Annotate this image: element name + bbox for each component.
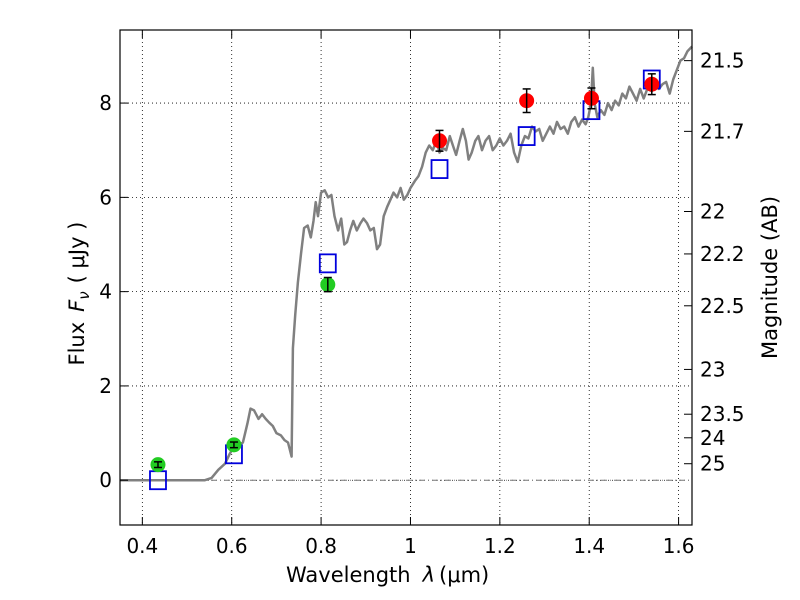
y-tick-label: 0 (99, 468, 112, 492)
y-tick-label: 2 (99, 374, 112, 398)
x-tick-label: 1.6 (663, 534, 695, 558)
model-photometry-square (517, 126, 536, 146)
y2-tick-label: 22.5 (700, 294, 745, 318)
grid-lines (120, 30, 692, 525)
y2-tick-label: 22.2 (700, 242, 745, 266)
y2-tick-label: 25 (700, 452, 725, 476)
x-tick-label: 1.4 (573, 534, 605, 558)
x-tick-label: 0.4 (126, 534, 158, 558)
model-photometry-square (430, 159, 449, 179)
plot-frame (119, 29, 693, 526)
y2-tick-label: 21.7 (700, 119, 745, 143)
data-markers (149, 69, 661, 491)
x-tick-label: 1.2 (484, 534, 516, 558)
y2-tick-label: 21.5 (700, 49, 745, 73)
model-spectrum-line (120, 45, 693, 482)
axis-ticks: 0.4 0.6 0.8 1 1.2 1.4 1.60246821.521.72222.222… (99, 30, 745, 558)
y-tick-label: 4 (99, 280, 112, 304)
y2-axis-label: Magnitude (AB) (758, 196, 782, 359)
y-tick-label: 6 (99, 185, 112, 209)
y2-tick-label: 24 (700, 426, 725, 450)
x-tick-label: 0.8 (305, 534, 337, 558)
x-axis-label: Wavelength λ (μm) (286, 563, 489, 587)
y2-tick-label: 22 (700, 200, 725, 224)
y-tick-label: 8 (99, 91, 112, 115)
y-axis-label: FluxFν( μJy ) (65, 222, 93, 366)
y2-tick-label: 23.5 (700, 402, 745, 426)
x-tick-label: 0.6 (216, 534, 248, 558)
y2-tick-label: 23 (700, 357, 725, 381)
x-tick-label: 1 (404, 534, 417, 558)
model-photometry-square (318, 253, 337, 274)
